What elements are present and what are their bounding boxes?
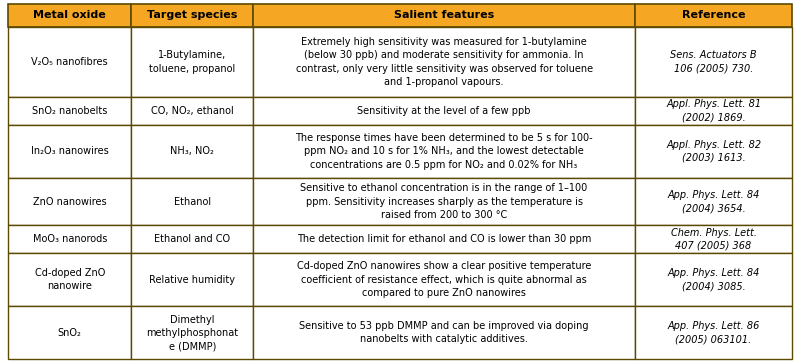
Bar: [131, 306, 253, 359]
Bar: [635, 4, 792, 27]
Bar: [131, 27, 253, 97]
Text: Sensitivity at the level of a few ppb: Sensitivity at the level of a few ppb: [358, 106, 531, 116]
Text: NH₃, NO₂: NH₃, NO₂: [170, 146, 214, 156]
Bar: [131, 178, 253, 225]
Text: App. Phys. Lett. 84
(2004) 3085.: App. Phys. Lett. 84 (2004) 3085.: [667, 268, 760, 291]
Bar: [131, 253, 253, 306]
Text: Dimethyl
methylphosphonat
e (DMMP): Dimethyl methylphosphonat e (DMMP): [146, 315, 238, 351]
Text: Appl. Phys. Lett. 82
(2003) 1613.: Appl. Phys. Lett. 82 (2003) 1613.: [666, 140, 761, 163]
Text: Sensitive to 53 ppb DMMP and can be improved via doping
nanobelts with catalytic: Sensitive to 53 ppb DMMP and can be impr…: [299, 321, 589, 344]
Bar: [8, 97, 131, 125]
Bar: [635, 27, 792, 97]
Text: The response times have been determined to be 5 s for 100-
ppm NO₂ and 10 s for : The response times have been determined …: [295, 133, 593, 170]
Bar: [635, 306, 792, 359]
Bar: [253, 178, 635, 225]
Text: Metal oxide: Metal oxide: [34, 10, 106, 20]
Bar: [8, 178, 131, 225]
Bar: [8, 253, 131, 306]
Bar: [253, 253, 635, 306]
Bar: [131, 225, 253, 253]
Bar: [253, 125, 635, 178]
Bar: [253, 225, 635, 253]
Bar: [131, 125, 253, 178]
Text: V₂O₅ nanofibres: V₂O₅ nanofibres: [31, 57, 108, 67]
Text: The detection limit for ethanol and CO is lower than 30 ppm: The detection limit for ethanol and CO i…: [297, 234, 591, 244]
Text: ZnO nanowires: ZnO nanowires: [33, 196, 106, 207]
Text: Chem. Phys. Lett.
407 (2005) 368: Chem. Phys. Lett. 407 (2005) 368: [670, 228, 757, 251]
Text: App. Phys. Lett. 86
(2005) 063101.: App. Phys. Lett. 86 (2005) 063101.: [667, 321, 760, 344]
Text: Cd-doped ZnO nanowires show a clear positive temperature
coefficient of resistan: Cd-doped ZnO nanowires show a clear posi…: [297, 261, 591, 298]
Bar: [635, 97, 792, 125]
Text: 1-Butylamine,
toluene, propanol: 1-Butylamine, toluene, propanol: [149, 50, 235, 74]
Text: SnO₂ nanobelts: SnO₂ nanobelts: [32, 106, 107, 116]
Bar: [253, 4, 635, 27]
Text: Sens. Actuators B
106 (2005) 730.: Sens. Actuators B 106 (2005) 730.: [670, 50, 757, 74]
Text: Cd-doped ZnO
nanowire: Cd-doped ZnO nanowire: [34, 268, 105, 291]
Text: CO, NO₂, ethanol: CO, NO₂, ethanol: [151, 106, 234, 116]
Bar: [131, 97, 253, 125]
Bar: [253, 97, 635, 125]
Bar: [635, 125, 792, 178]
Bar: [8, 225, 131, 253]
Text: In₂O₃ nanowires: In₂O₃ nanowires: [31, 146, 109, 156]
Bar: [131, 4, 253, 27]
Text: Salient features: Salient features: [394, 10, 494, 20]
Bar: [8, 306, 131, 359]
Text: App. Phys. Lett. 84
(2004) 3654.: App. Phys. Lett. 84 (2004) 3654.: [667, 190, 760, 213]
Bar: [635, 253, 792, 306]
Text: MoO₃ nanorods: MoO₃ nanorods: [33, 234, 107, 244]
Text: Target species: Target species: [147, 10, 238, 20]
Text: Reference: Reference: [682, 10, 746, 20]
Bar: [635, 178, 792, 225]
Bar: [635, 225, 792, 253]
Text: Extremely high sensitivity was measured for 1-butylamine
(below 30 ppb) and mode: Extremely high sensitivity was measured …: [295, 37, 593, 87]
Bar: [8, 4, 131, 27]
Text: Relative humidity: Relative humidity: [150, 275, 235, 285]
Bar: [8, 125, 131, 178]
Bar: [253, 27, 635, 97]
Text: SnO₂: SnO₂: [58, 328, 82, 338]
Bar: [8, 27, 131, 97]
Text: Sensitive to ethanol concentration is in the range of 1–100
ppm. Sensitivity inc: Sensitive to ethanol concentration is in…: [301, 183, 588, 220]
Bar: [253, 306, 635, 359]
Text: Appl. Phys. Lett. 81
(2002) 1869.: Appl. Phys. Lett. 81 (2002) 1869.: [666, 99, 761, 122]
Text: Ethanol and CO: Ethanol and CO: [154, 234, 230, 244]
Text: Ethanol: Ethanol: [174, 196, 211, 207]
